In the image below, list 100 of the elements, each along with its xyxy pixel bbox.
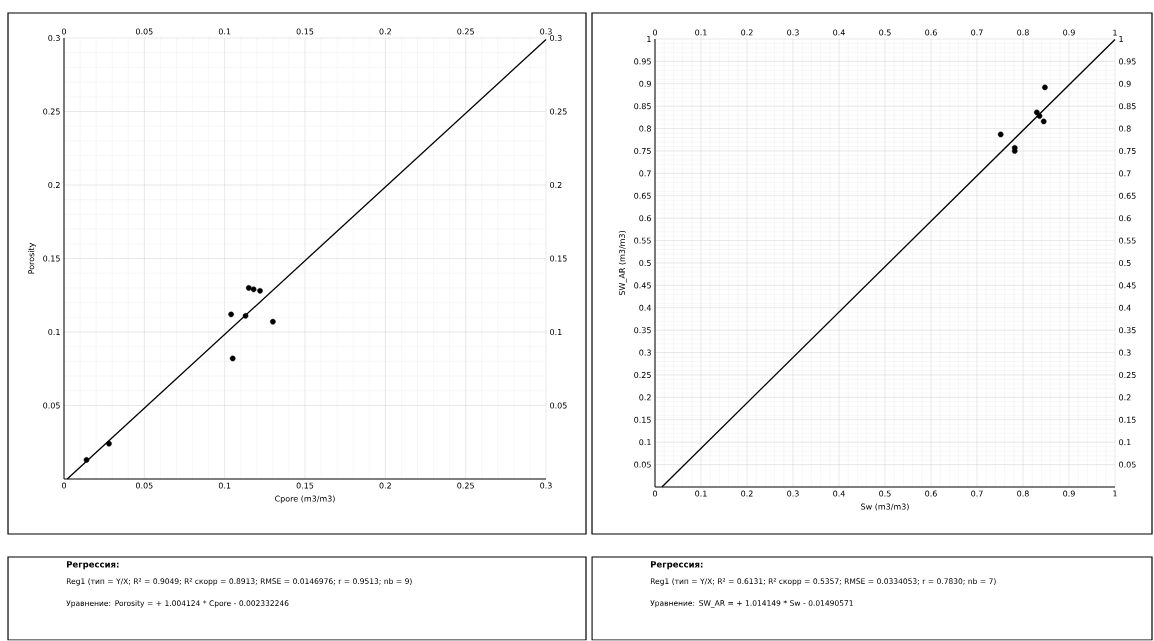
x2-tick-label: 0.7 bbox=[971, 29, 983, 36]
x-tick-label: 0.6 bbox=[925, 490, 937, 497]
y-tick-label: 0.75 bbox=[634, 148, 651, 155]
x-tick-label: 0.2 bbox=[741, 490, 753, 497]
x2-tick-label: 0.15 bbox=[296, 28, 314, 35]
y2-tick-label: 0.95 bbox=[1119, 58, 1136, 65]
y2-tick-label: 0.7 bbox=[1119, 170, 1131, 177]
y2-tick-label: 0.15 bbox=[1119, 416, 1136, 424]
y2-tick-label: 0.05 bbox=[550, 402, 567, 409]
y-axis-title: SW_AR (m3/m3) bbox=[618, 231, 627, 296]
y2-tick-label: 0.25 bbox=[1119, 372, 1136, 379]
y-tick-label: 0.2 bbox=[639, 394, 651, 401]
x2-tick-label: 0.4 bbox=[833, 29, 845, 36]
x2-tick-label: 0.2 bbox=[741, 29, 753, 36]
x2-tick-label: 0.05 bbox=[135, 28, 153, 35]
y2-tick-label: 0.2 bbox=[550, 182, 562, 189]
x2-tick-label: 0.3 bbox=[787, 29, 799, 36]
x2-tick-label: 0.9 bbox=[1063, 29, 1075, 36]
point bbox=[270, 319, 276, 325]
y2-tick-label: 0.25 bbox=[550, 108, 567, 115]
y2-tick-label: 0.65 bbox=[1119, 192, 1136, 200]
x2-tick-label: 1 bbox=[1113, 29, 1117, 36]
y-tick-label: 0.45 bbox=[634, 282, 651, 289]
y-tick-label: 1 bbox=[647, 36, 651, 43]
x-tick-label: 0.1 bbox=[218, 482, 231, 489]
point bbox=[83, 457, 90, 463]
x2-tick-label: 0 bbox=[62, 28, 67, 35]
x2-tick-label: 0.3 bbox=[540, 28, 552, 35]
x-tick-label: 0.25 bbox=[457, 482, 474, 489]
x-tick-label: 0.9 bbox=[1063, 490, 1075, 497]
y2-tick-label: 0.35 bbox=[1119, 327, 1136, 334]
y-tick-label: 0.05 bbox=[43, 402, 60, 409]
y2-tick-label: 0.15 bbox=[550, 255, 567, 262]
y2-tick-label: 0.05 bbox=[1119, 461, 1136, 468]
x-tick-label: 0.5 bbox=[879, 490, 891, 497]
y2-tick-label: 0.75 bbox=[1119, 148, 1136, 155]
y2-tick-label: 0.4 bbox=[1119, 304, 1131, 312]
y2-tick-label: 1 bbox=[1119, 36, 1123, 43]
y-tick-label: 0.2 bbox=[48, 182, 60, 189]
x2-tick-label: 0.6 bbox=[925, 29, 937, 36]
point bbox=[1040, 118, 1047, 125]
point bbox=[1042, 84, 1048, 91]
y-tick-label: 0.15 bbox=[43, 255, 60, 262]
y-tick-label: 0.95 bbox=[634, 58, 651, 65]
x2-tick-label: 0.8 bbox=[1017, 29, 1029, 36]
x-tick-label: 0 bbox=[62, 482, 67, 489]
x2-tick-label: 0 bbox=[653, 29, 658, 36]
y-tick-label: 0.25 bbox=[634, 372, 651, 379]
x-axis-title: Sw (m3/m3) bbox=[861, 503, 909, 511]
y2-tick-label: 0.55 bbox=[1119, 237, 1136, 244]
y2-tick-label: 0.5 bbox=[1119, 260, 1131, 267]
y2-tick-label: 0.3 bbox=[1119, 349, 1131, 356]
x-tick-label: 0.4 bbox=[833, 490, 845, 497]
y-tick-label: 0.3 bbox=[48, 35, 60, 42]
y-tick-label: 0.05 bbox=[634, 461, 651, 468]
point bbox=[245, 285, 252, 291]
y2-tick-label: 0.45 bbox=[1119, 282, 1136, 289]
y-tick-label: 0.5 bbox=[639, 260, 651, 267]
x2-tick-label: 0.25 bbox=[457, 28, 474, 35]
y-tick-label: 0.15 bbox=[634, 416, 651, 424]
x-axis-title: Cpore (m3/m3) bbox=[275, 495, 335, 504]
y2-tick-label: 0.9 bbox=[1119, 80, 1131, 88]
y-tick-label: 0.4 bbox=[639, 304, 652, 312]
y-axis-title: Porosity bbox=[28, 243, 36, 274]
x2-tick-label: 0.1 bbox=[695, 29, 707, 36]
point bbox=[257, 288, 263, 294]
point bbox=[250, 286, 257, 293]
point bbox=[997, 131, 1004, 138]
x-tick-label: 0.3 bbox=[787, 490, 799, 497]
x-tick-label: 0 bbox=[653, 490, 658, 497]
y-tick-label: 0.35 bbox=[634, 327, 651, 334]
x2-tick-label: 0.5 bbox=[879, 29, 891, 36]
x-tick-label: 0.8 bbox=[1017, 490, 1029, 497]
point bbox=[106, 441, 112, 447]
y-tick-label: 0.1 bbox=[48, 329, 60, 336]
point bbox=[242, 313, 249, 319]
y2-tick-label: 0.1 bbox=[550, 329, 562, 336]
y2-tick-label: 0.8 bbox=[1119, 125, 1131, 132]
x-tick-label: 0.7 bbox=[971, 490, 983, 497]
x-tick-label: 1 bbox=[1113, 490, 1117, 497]
y2-tick-label: 0.6 bbox=[1119, 215, 1131, 222]
x-tick-label: 0.1 bbox=[695, 490, 707, 497]
x-tick-label: 0.15 bbox=[296, 482, 314, 489]
y-tick-label: 0.7 bbox=[639, 170, 651, 177]
text: Регрессия: bbox=[650, 561, 703, 570]
y-tick-label: 0.6 bbox=[639, 215, 651, 222]
text: Регрессия: bbox=[66, 561, 119, 570]
point bbox=[229, 355, 236, 362]
point bbox=[1036, 113, 1043, 120]
y2-tick-label: 0.85 bbox=[1119, 103, 1136, 110]
y2-tick-label: 0.2 bbox=[1119, 394, 1131, 401]
point bbox=[228, 311, 234, 318]
y2-tick-label: 0.1 bbox=[1119, 439, 1131, 446]
y-tick-label: 0.3 bbox=[639, 349, 651, 356]
y-tick-label: 0.1 bbox=[639, 439, 651, 446]
x-tick-label: 0.05 bbox=[135, 482, 153, 489]
x-tick-label: 0.3 bbox=[540, 482, 552, 489]
x-tick-label: 0.2 bbox=[379, 482, 391, 489]
y-tick-label: 0.25 bbox=[43, 108, 60, 115]
y-tick-label: 0.9 bbox=[639, 80, 651, 88]
